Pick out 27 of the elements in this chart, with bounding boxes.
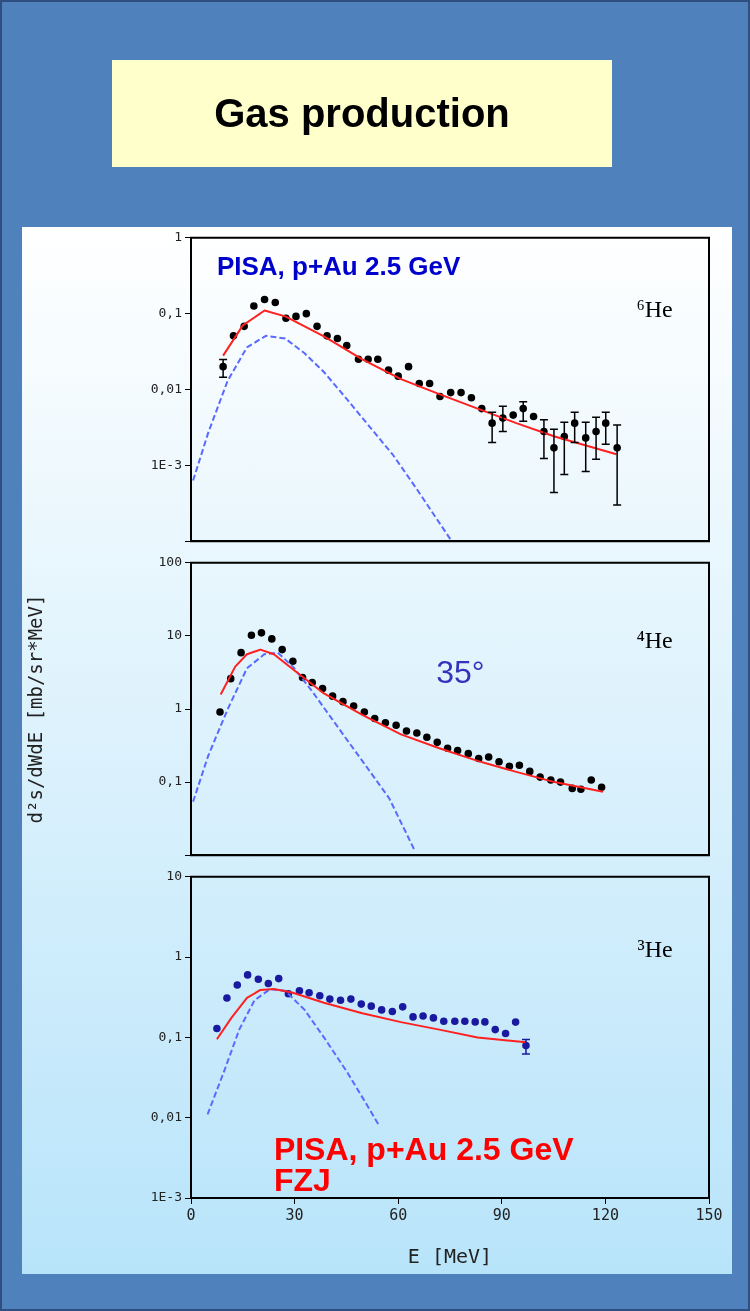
y-tick-label: 0,1 — [158, 773, 182, 789]
chart-title: Gas production — [112, 60, 612, 167]
y-tick-label: 10 — [166, 627, 182, 643]
y-tick-label: 1E-3 — [150, 456, 182, 472]
annotation: ³He — [637, 935, 673, 962]
annotation: ⁴He — [636, 627, 673, 654]
y-tick-label: 0,1 — [158, 305, 182, 321]
annotation: ⁶He — [636, 295, 673, 322]
x-tick-label: 0 — [186, 1205, 196, 1224]
y-tick-label: 1 — [174, 948, 182, 964]
y-tick-label: 10 — [166, 868, 182, 884]
x-tick-label: 90 — [492, 1205, 511, 1224]
x-tick-label: 30 — [285, 1205, 304, 1224]
y-tick-label: 1E-3 — [150, 1189, 182, 1205]
y-axis-title: d²s/dWdE [mb/sr*MeV] — [24, 594, 47, 824]
y-tick-label: 0,1 — [158, 1028, 182, 1044]
x-axis-title: E [MeV] — [407, 1244, 493, 1269]
x-tick-label: 150 — [695, 1205, 723, 1224]
annotation: 35° — [436, 653, 485, 690]
x-tick-label: 60 — [389, 1205, 408, 1224]
y-tick-label: 1 — [174, 700, 182, 716]
annotation: PISA, p+Au 2.5 GeV — [216, 251, 462, 282]
x-tick-label: 120 — [591, 1205, 619, 1224]
y-tick-label: 0,01 — [150, 1109, 182, 1125]
y-tick-label: 0,01 — [150, 380, 182, 396]
y-tick-label: 100 — [158, 554, 182, 570]
y-tick-label: 1 — [174, 229, 182, 245]
